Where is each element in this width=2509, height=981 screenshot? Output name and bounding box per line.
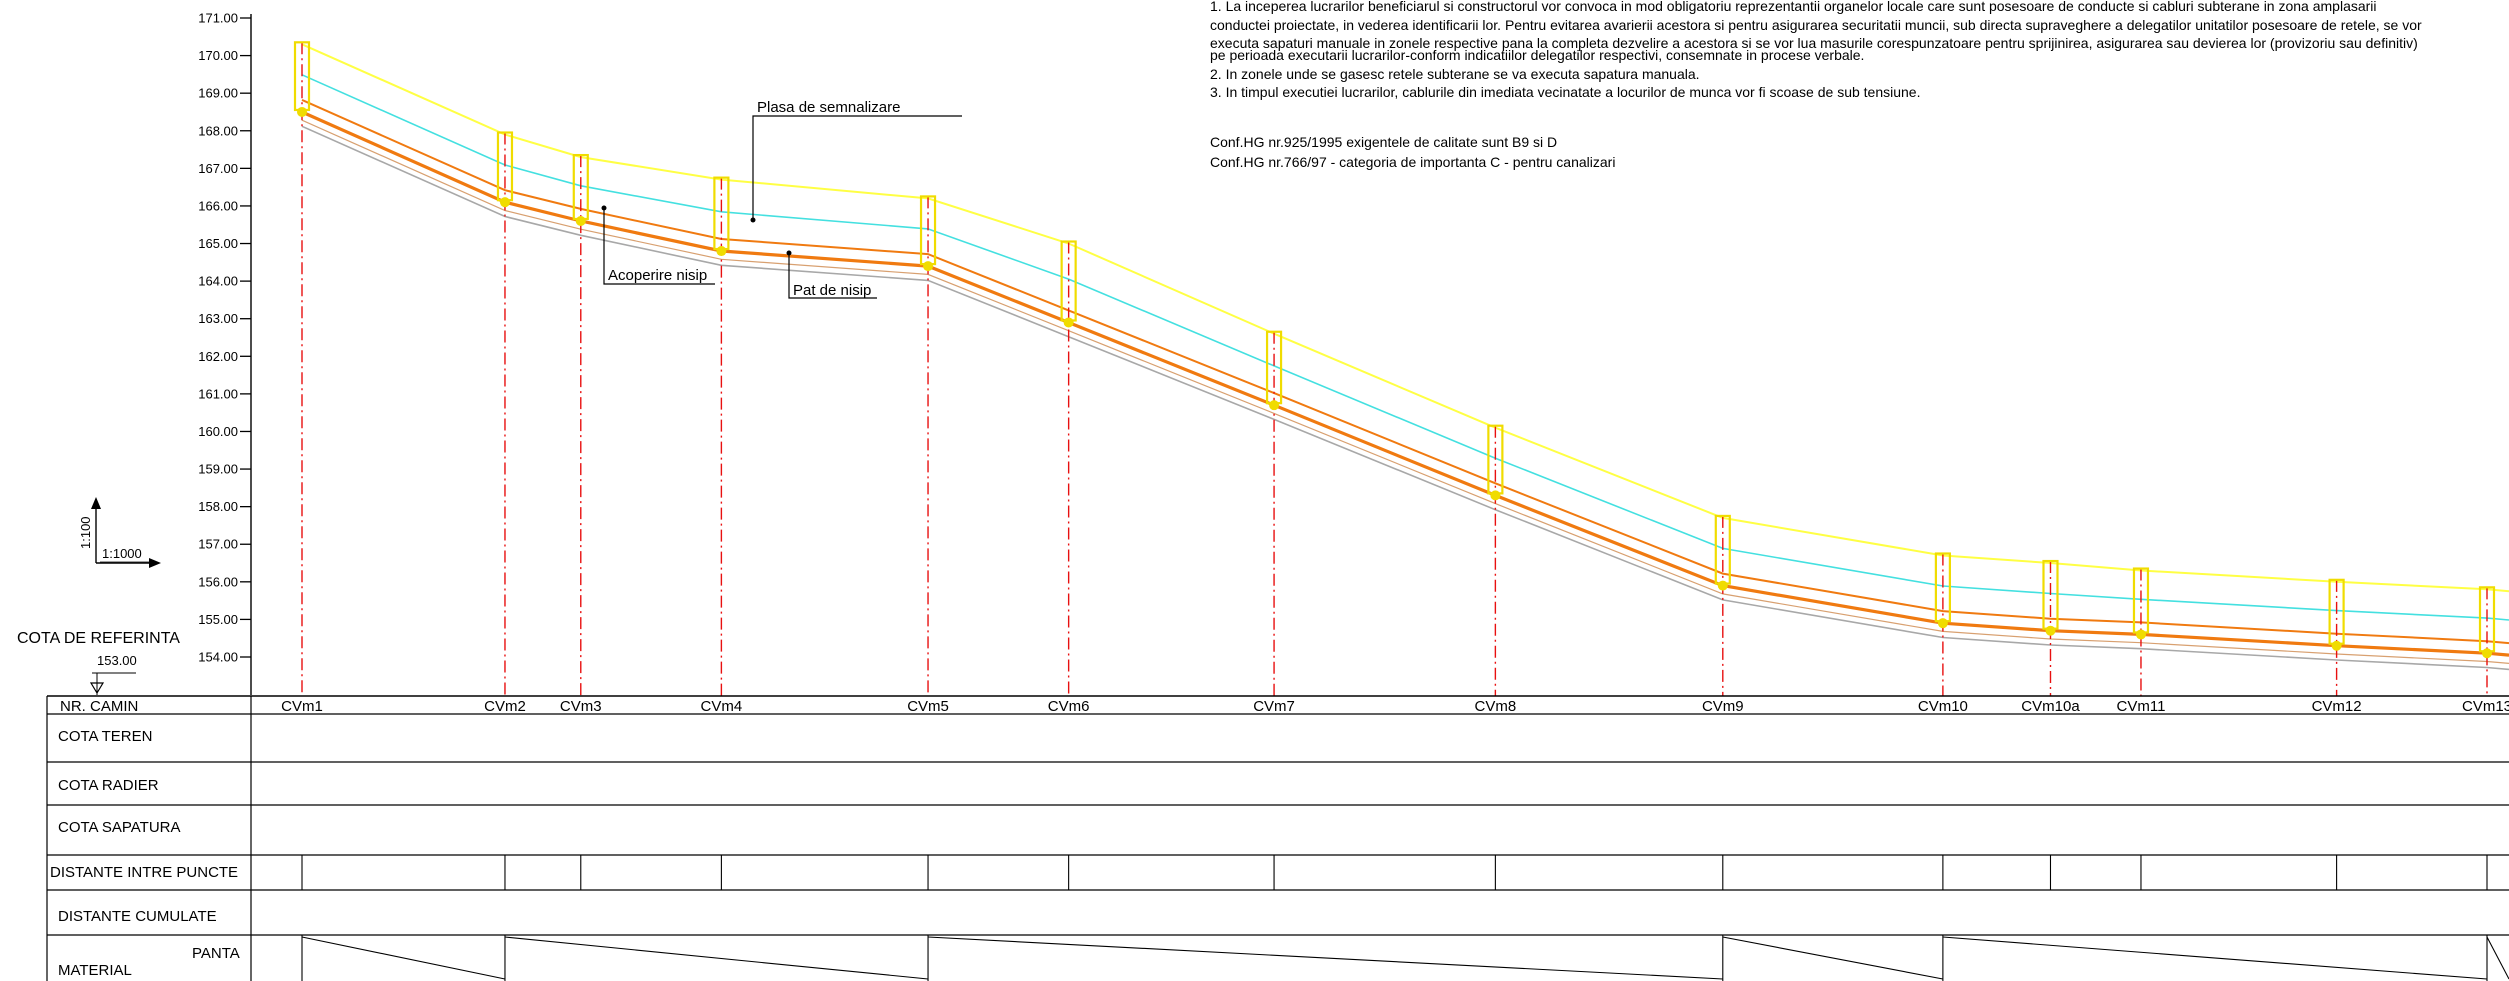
signal-tape-label: Plasa de semnalizare <box>757 99 900 116</box>
manhole-label: CVm11 <box>2117 698 2166 715</box>
pipe-top-line <box>301 98 2509 645</box>
row-label-nr-camin: NR. CAMIN <box>60 698 138 715</box>
slope-indicator-line <box>301 936 506 980</box>
manhole-invert-point <box>923 261 934 272</box>
manhole-invert-point <box>1269 400 1280 411</box>
manhole-label: CVm3 <box>560 698 602 715</box>
manhole-invert-point <box>1490 490 1501 501</box>
signal-tape-line <box>301 43 2509 593</box>
slope-indicator-line <box>1722 936 1943 980</box>
signal-tape-leader-dot <box>750 217 756 223</box>
sand-bed-leader <box>788 253 877 299</box>
sand-cover-leader <box>603 208 715 285</box>
manhole-invert-point <box>2045 625 2056 636</box>
scale-vertical-label: 1:100 <box>78 516 93 549</box>
elevation-tick-label: 171.00 <box>198 11 238 26</box>
profile-data-table: NR. CAMIN COTA TEREN COTA RADIER COTA SA… <box>46 695 2509 981</box>
elevation-tick-label: 155.00 <box>198 612 238 627</box>
elevation-tick-label: 161.00 <box>198 386 238 401</box>
slope-indicator-line <box>1942 936 2488 980</box>
elevation-tick-label: 160.00 <box>198 424 238 439</box>
scale-right-arrowhead <box>149 558 161 568</box>
row-label-cota-teren: COTA TEREN <box>58 728 152 745</box>
scale-horizontal-label: 1:1000 <box>102 546 142 561</box>
manhole-label: CVm10a <box>2021 698 2080 715</box>
manhole-invert-point <box>297 106 307 117</box>
manhole-marks: CVm1 CVm2 CVm3 CVm4 CVm5 CVm6 CVm7 CVm8 CVm9 CVm1… <box>281 41 2509 715</box>
row-label-cumulate: DISTANTE CUMULATE <box>58 908 217 925</box>
elevation-tick-label: 156.00 <box>198 574 238 589</box>
elevation-tick-label: 163.00 <box>198 311 238 326</box>
note-line: executa sapaturi manuale in zonele respe… <box>1210 35 2418 51</box>
row-label-distante: DISTANTE INTRE PUNCTE <box>50 864 238 881</box>
row-label-material: MATERIAL <box>58 962 132 979</box>
conformity-line: Conf.HG nr.766/97 - categoria de importa… <box>1210 154 1615 170</box>
manhole-label: CVm8 <box>1475 698 1517 715</box>
sand-cover-leader-dot <box>601 205 607 211</box>
reference-label: COTA DE REFERINTA <box>17 630 180 647</box>
manhole-label: CVm1 <box>281 698 323 715</box>
general-notes: 1. La inceperea lucrarilor beneficiarul … <box>1210 0 2422 170</box>
slope-indicator-line <box>2486 936 2509 980</box>
scale-indicator: 1:100 1:1000 <box>78 497 161 568</box>
note-line: 3. In timpul executiei lucrarilor, cablu… <box>1210 84 1920 100</box>
elevation-tick-label: 166.00 <box>198 198 238 213</box>
note-line: conductei proiectate, in vederea identif… <box>1210 17 2422 33</box>
row-label-cota-sapatura: COTA SAPATURA <box>58 819 181 836</box>
manhole-invert-point <box>2482 648 2492 659</box>
manhole-invert-point <box>1063 317 1074 328</box>
manhole-label: CVm10 <box>1918 698 1968 715</box>
manhole-label: CVm7 <box>1253 698 1295 715</box>
manhole-label: CVm12 <box>2312 698 2362 715</box>
manhole-label: CVm6 <box>1048 698 1090 715</box>
manhole-label: CVm2 <box>484 698 526 715</box>
elevation-tick-label: 169.00 <box>198 86 238 101</box>
elevation-tick-label: 158.00 <box>198 499 238 514</box>
scale-up-arrowhead <box>91 497 101 509</box>
manhole-invert-point <box>2331 640 2342 651</box>
manhole-label: CVm9 <box>1702 698 1744 715</box>
manhole-label: CVm13 <box>2462 698 2509 715</box>
elevation-tick-label: 157.00 <box>198 537 238 552</box>
trench-edge-line <box>301 119 2509 664</box>
elevation-axis: 171.00 170.00 169.00 168.00 167.00 166.00 165.… <box>198 11 252 695</box>
conformity-line: Conf.HG nr.925/1995 exigentele de calita… <box>1210 134 1557 150</box>
elevation-tick-label: 167.00 <box>198 161 238 176</box>
elevation-tick-label: 170.00 <box>198 48 238 63</box>
reference-elevation: COTA DE REFERINTA 153.00 <box>17 630 180 695</box>
manhole-invert-point <box>716 246 727 257</box>
row-label-cota-radier: COTA RADIER <box>58 777 159 794</box>
note-line: pe perioada executarii lucrarilor-confor… <box>1210 47 1864 63</box>
reference-value: 153.00 <box>97 653 137 668</box>
signal-tape-leader <box>752 115 962 220</box>
row-label-panta: PANTA <box>192 945 240 962</box>
table-station-cells <box>301 855 2509 981</box>
elevation-tick-label: 159.00 <box>198 462 238 477</box>
slope-indicator-line <box>928 936 1723 980</box>
note-line: 1. La inceperea lucrarilor beneficiarul … <box>1210 0 2377 14</box>
note-line: 2. In zonele unde se gasesc retele subte… <box>1210 66 1700 82</box>
layer-callouts: Plasa de semnalizare Acoperire nisip Pat… <box>601 99 962 299</box>
manhole-invert-point <box>1937 618 1948 629</box>
manhole-label: CVm5 <box>907 698 949 715</box>
elevation-tick-label: 154.00 <box>198 650 238 665</box>
sand-bed-leader-dot <box>786 250 792 256</box>
slope-indicator-line <box>504 936 929 980</box>
manhole-invert-point <box>575 215 586 226</box>
manhole-label: CVm4 <box>701 698 743 715</box>
sand-bed-line <box>301 125 2509 671</box>
elevation-tick-label: 164.00 <box>198 274 238 289</box>
elevation-tick-label: 168.00 <box>198 123 238 138</box>
elevation-tick-label: 165.00 <box>198 236 238 251</box>
manhole-invert-point <box>499 197 510 208</box>
manhole-invert-point <box>2135 629 2146 640</box>
sand-cover-label: Acoperire nisip <box>608 267 707 284</box>
manhole-invert-point <box>1717 580 1728 591</box>
sand-bed-label: Pat de nisip <box>793 282 871 299</box>
elevation-tick-label: 162.00 <box>198 349 238 364</box>
